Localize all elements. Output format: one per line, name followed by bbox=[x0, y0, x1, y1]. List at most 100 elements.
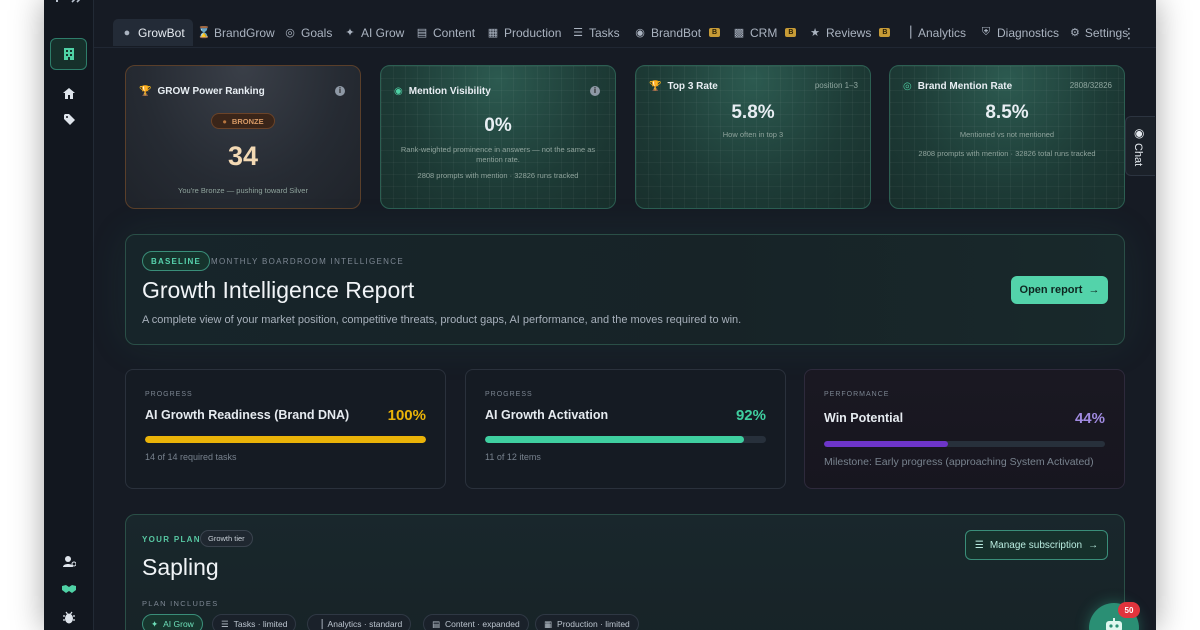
feature-chip[interactable]: ▤ Content · expanded bbox=[423, 614, 529, 630]
brand-mention-rate-card: ◎ Brand Mention Rate 2808/32826 8.5% Men… bbox=[889, 65, 1125, 209]
tag-icon[interactable] bbox=[44, 114, 94, 125]
brand-mention-rate-note: 2808 prompts with mention · 32826 total … bbox=[918, 149, 1096, 158]
brand-mention-rate-value: 8.5% bbox=[985, 102, 1029, 123]
card-title: Win Potential bbox=[824, 411, 904, 425]
open-report-button[interactable]: Open report → bbox=[1011, 276, 1108, 304]
card-title: AI Growth Activation bbox=[485, 408, 609, 422]
calendar-icon: ▦ bbox=[487, 27, 499, 39]
card-title: GROW Power Ranking bbox=[157, 86, 265, 97]
calendar-icon: ▦ bbox=[544, 618, 553, 629]
chat-side-tab[interactable]: ◉ Chat bbox=[1125, 116, 1155, 176]
progress-bar bbox=[145, 436, 426, 443]
target-icon: ◎ bbox=[903, 81, 912, 92]
mention-visibility-note: 2808 prompts with mention · 32826 runs t… bbox=[417, 171, 579, 180]
top-nav: ● GrowBot ⌛ BrandGrow ◎ Goals ✦ AI Grow … bbox=[94, 0, 1156, 48]
tab-analytics[interactable]: ▕ Analytics bbox=[902, 25, 967, 40]
tab-content[interactable]: ▤ Content bbox=[416, 25, 476, 40]
bronze-medal-icon: ● bbox=[222, 116, 227, 126]
tab-growbot[interactable]: ● GrowBot bbox=[113, 19, 193, 46]
beta-badge: B bbox=[785, 28, 797, 37]
contact-card-icon: ▩ bbox=[733, 27, 745, 39]
growth-report-banner: BASELINE MONTHLY BOARDROOM INTELLIGENCE … bbox=[125, 234, 1125, 345]
bug-icon[interactable] bbox=[44, 611, 94, 624]
info-icon[interactable]: i bbox=[335, 86, 345, 96]
arrow-right-icon: → bbox=[1088, 284, 1100, 296]
progress-percent: 100% bbox=[387, 407, 426, 424]
hourglass-icon: ⌛ bbox=[197, 27, 211, 39]
star-icon: ★ bbox=[810, 27, 820, 39]
info-icon[interactable]: i bbox=[590, 86, 600, 96]
ranking-value: 34 bbox=[227, 141, 259, 171]
trophy-icon: 🏆 bbox=[649, 81, 662, 92]
grow-power-ranking-card: 🏆 GROW Power Ranking i ● BRONZE 34 You'r… bbox=[125, 65, 361, 209]
beta-badge: B bbox=[879, 28, 891, 37]
tab-ai-grow[interactable]: ✦ AI Grow bbox=[345, 25, 405, 40]
trophy-icon: 🏆 bbox=[139, 86, 152, 97]
robot-icon bbox=[1104, 618, 1124, 630]
chart-icon: ▕ bbox=[316, 618, 323, 629]
win-potential-card: PERFORMANCE Win Potential 44% Milestone:… bbox=[804, 369, 1125, 489]
mention-count: 2808/32826 bbox=[1069, 81, 1112, 90]
ranking-note: You're Bronze — pushing toward Silver bbox=[178, 186, 308, 195]
card-title: Top 3 Rate bbox=[667, 81, 718, 92]
chat-icon: ◉ bbox=[1134, 126, 1145, 140]
tab-tasks[interactable]: ☰ Tasks bbox=[573, 25, 620, 40]
arrow-right-icon: → bbox=[1088, 539, 1099, 551]
tier-badge: ● BRONZE bbox=[211, 113, 275, 129]
sparkle-icon: ✦ bbox=[345, 27, 355, 39]
home-icon[interactable] bbox=[44, 88, 94, 99]
tab-reviews[interactable]: ★ Reviews B bbox=[801, 19, 898, 46]
more-menu-icon[interactable]: ⋮ bbox=[1122, 25, 1136, 41]
user-settings-icon[interactable] bbox=[44, 556, 94, 567]
tab-production[interactable]: ▦ Production bbox=[487, 25, 562, 40]
progress-fill bbox=[145, 436, 426, 443]
tab-brandgrow[interactable]: ⌛ BrandGrow bbox=[197, 25, 275, 40]
chat-icon: ◉ bbox=[635, 27, 645, 39]
expand-rail-icon[interactable] bbox=[54, 0, 86, 15]
plan-kicker: YOUR PLAN bbox=[142, 535, 201, 544]
milestone-note: Milestone: Early progress (approaching S… bbox=[824, 456, 1094, 468]
card-kicker: PERFORMANCE bbox=[824, 391, 890, 398]
card-kicker: PROGRESS bbox=[485, 391, 533, 398]
ai-growth-readiness-card: PROGRESS AI Growth Readiness (Brand DNA)… bbox=[125, 369, 446, 489]
ai-growth-activation-card: PROGRESS AI Growth Activation 92% 11 of … bbox=[465, 369, 786, 489]
tab-crm[interactable]: ▩ CRM B bbox=[725, 19, 804, 46]
shield-icon: ⛨ bbox=[981, 26, 991, 38]
left-rail bbox=[44, 0, 94, 630]
top-3-rate-desc: How often in top 3 bbox=[722, 130, 784, 139]
progress-percent: 44% bbox=[1074, 410, 1105, 427]
progress-note: 11 of 12 items bbox=[485, 452, 541, 462]
target-icon: ◎ bbox=[285, 27, 295, 39]
sparkle-icon: ✦ bbox=[151, 618, 159, 629]
tab-diagnostics[interactable]: ⛨ Diagnostics bbox=[981, 25, 1060, 40]
top-3-rate-card: 🏆 Top 3 Rate position 1–3 5.8% How often… bbox=[635, 65, 871, 209]
mention-visibility-card: ◉ Mention Visibility i 0% Rank-weighted … bbox=[380, 65, 616, 209]
robot-icon: ● bbox=[123, 26, 131, 39]
brand-mention-rate-desc: Mentioned vs not mentioned bbox=[959, 130, 1055, 139]
progress-fill bbox=[824, 441, 948, 447]
card-kicker: PROGRESS bbox=[145, 391, 193, 398]
progress-fill bbox=[485, 436, 744, 443]
feature-chip[interactable]: ▦ Production · limited bbox=[535, 614, 639, 630]
manage-subscription-button[interactable]: ☰ Manage subscription → bbox=[965, 530, 1108, 560]
document-icon: ▤ bbox=[432, 618, 441, 629]
building-icon[interactable] bbox=[50, 38, 87, 70]
top-3-rate-value: 5.8% bbox=[731, 102, 775, 123]
handshake-icon[interactable] bbox=[44, 584, 94, 594]
chat-label: Chat bbox=[1132, 143, 1144, 167]
plan-name: Sapling bbox=[142, 554, 219, 580]
baseline-chip: BASELINE bbox=[142, 251, 211, 271]
notification-badge: 50 bbox=[1118, 602, 1140, 618]
eye-icon: ◉ bbox=[394, 86, 403, 97]
list-icon: ☰ bbox=[221, 618, 229, 629]
tab-brandbot[interactable]: ◉ BrandBot B bbox=[626, 19, 728, 46]
feature-chip[interactable]: ✦ AI Grow bbox=[142, 614, 203, 630]
progress-note: 14 of 14 required tasks bbox=[145, 452, 237, 462]
includes-label: PLAN INCLUDES bbox=[142, 599, 219, 608]
feature-chip[interactable]: ▕ Analytics · standard bbox=[307, 614, 412, 630]
feature-chip[interactable]: ☰ Tasks · limited bbox=[212, 614, 297, 630]
tab-settings[interactable]: ⚙ Settings bbox=[1070, 25, 1128, 40]
progress-bar bbox=[485, 436, 766, 443]
card-title: AI Growth Readiness (Brand DNA) bbox=[145, 408, 350, 422]
tab-goals[interactable]: ◎ Goals bbox=[285, 25, 333, 40]
